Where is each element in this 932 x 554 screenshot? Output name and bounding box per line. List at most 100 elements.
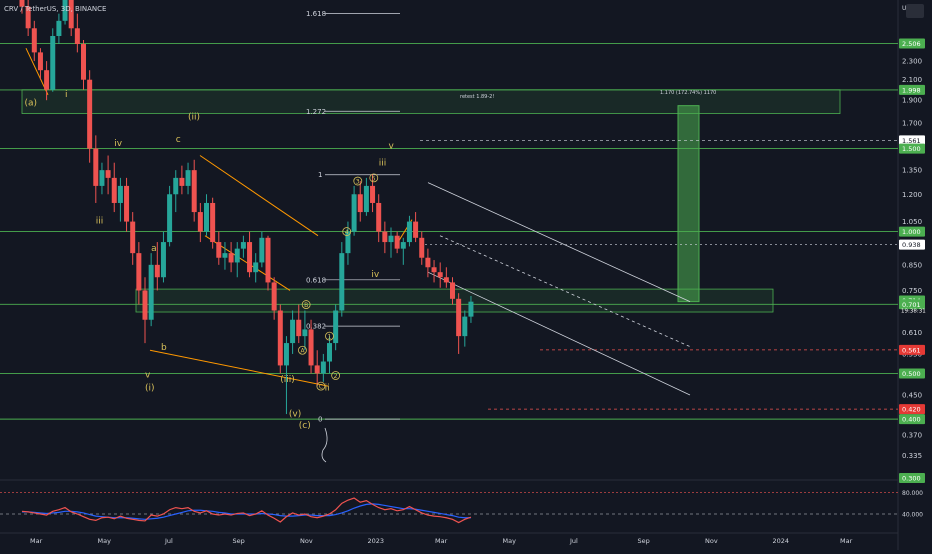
wave-circle-label: 5 <box>372 175 376 182</box>
wave-circle-label: 1 <box>328 334 332 341</box>
fib-label: 0 <box>318 416 322 424</box>
price-badge-label: 1.000 <box>902 228 921 236</box>
candle-body <box>283 343 289 366</box>
channel-lower <box>427 271 691 396</box>
time-tick: 2023 <box>368 537 385 545</box>
candle-body <box>234 248 240 263</box>
candle-body <box>130 221 136 254</box>
candle-body <box>222 253 228 258</box>
candle-body <box>167 194 173 243</box>
price-badge <box>899 84 925 95</box>
candle-body <box>456 298 462 337</box>
wave-label: a <box>151 244 157 254</box>
candle-body <box>44 70 50 90</box>
candle-body <box>105 170 111 178</box>
candle-body <box>351 194 357 232</box>
price-badge <box>899 299 925 310</box>
price-badge <box>899 414 925 425</box>
candle-body <box>413 221 419 238</box>
wave-label: iii <box>96 217 104 227</box>
candle-body <box>370 185 376 203</box>
candle-body <box>37 52 43 71</box>
time-tick: Sep <box>638 537 650 545</box>
price-badge <box>899 239 925 250</box>
wave-circle <box>342 227 352 236</box>
candle-body <box>148 264 154 320</box>
candle-body <box>62 0 68 21</box>
candle-body <box>25 6 31 29</box>
candle-body <box>320 361 326 374</box>
wave-label: (v) <box>289 410 301 420</box>
candle-body <box>191 170 197 213</box>
candle-body <box>327 343 332 362</box>
candle-body <box>240 242 246 249</box>
candle-body <box>124 185 130 222</box>
price-tick: 0.450 <box>902 392 922 400</box>
fib-label: 0.618 <box>306 276 326 284</box>
settings-button[interactable] <box>906 4 924 18</box>
price-tick: 0.850 <box>902 261 922 269</box>
candle-body <box>31 28 37 53</box>
price-badge <box>899 368 925 379</box>
price-tick: 1.900 <box>902 97 922 105</box>
candle-body <box>228 253 234 263</box>
price-badge-label: 0.938 <box>902 241 921 249</box>
candle-body <box>462 316 468 337</box>
time-tick: Mar <box>435 537 448 545</box>
retest-annotation: retest 1.89-2! <box>460 94 494 100</box>
price-tick: 1.350 <box>902 167 922 175</box>
wave-label: iii <box>379 159 387 169</box>
candle-body <box>363 185 369 213</box>
candle-body <box>142 290 148 320</box>
candle-body <box>419 237 425 258</box>
zone-retest <box>21 89 841 114</box>
time-tick: Nov <box>705 537 718 545</box>
candle-body <box>179 177 185 186</box>
candle-body <box>253 262 259 273</box>
time-tick: Sep <box>233 537 245 545</box>
candle-body <box>81 44 86 80</box>
candle-body <box>333 310 339 344</box>
wave-circle <box>353 176 363 186</box>
candle-body <box>185 170 191 186</box>
time-tick: May <box>98 537 112 545</box>
wave-label: c <box>176 135 181 145</box>
wave-circle <box>298 345 307 355</box>
wave-circle-label: 4 <box>345 229 349 236</box>
time-tick: Mar <box>30 537 43 545</box>
candle-body <box>296 319 302 337</box>
candle-body <box>216 242 222 258</box>
candle-body <box>173 177 179 195</box>
wave-label: v <box>389 142 395 152</box>
fib-label: 1 <box>318 171 322 179</box>
price-tick: 0.750 <box>902 287 922 295</box>
candle-body <box>437 272 443 278</box>
candle-body <box>376 202 382 232</box>
candle-body <box>400 242 406 249</box>
wave-label: ii <box>325 384 330 394</box>
candle-body <box>314 365 320 374</box>
candle-body <box>388 235 394 243</box>
candle-body <box>290 319 296 344</box>
channel-upper <box>427 182 691 303</box>
candle-body <box>136 253 142 291</box>
candle-body <box>210 202 216 243</box>
time-tick: 2024 <box>773 537 790 545</box>
candle-body <box>394 235 400 249</box>
price-badge-label: 0.500 <box>902 370 921 378</box>
price-badge-label: 1.500 <box>902 145 921 153</box>
candle-body <box>406 221 412 243</box>
wave-circle <box>369 173 379 183</box>
price-badge-label: 0.701 <box>902 301 921 309</box>
rsi-level-label: 80.000 <box>902 490 923 497</box>
price-tick: 2.300 <box>902 58 922 66</box>
price-badge <box>899 38 925 49</box>
candle-body <box>74 28 80 45</box>
wave-circle <box>301 300 311 309</box>
wave-circle <box>316 381 326 391</box>
price-tick: 1.700 <box>902 119 922 127</box>
candle-body <box>443 277 449 283</box>
candle-body <box>382 231 388 243</box>
candle-body <box>302 329 308 337</box>
